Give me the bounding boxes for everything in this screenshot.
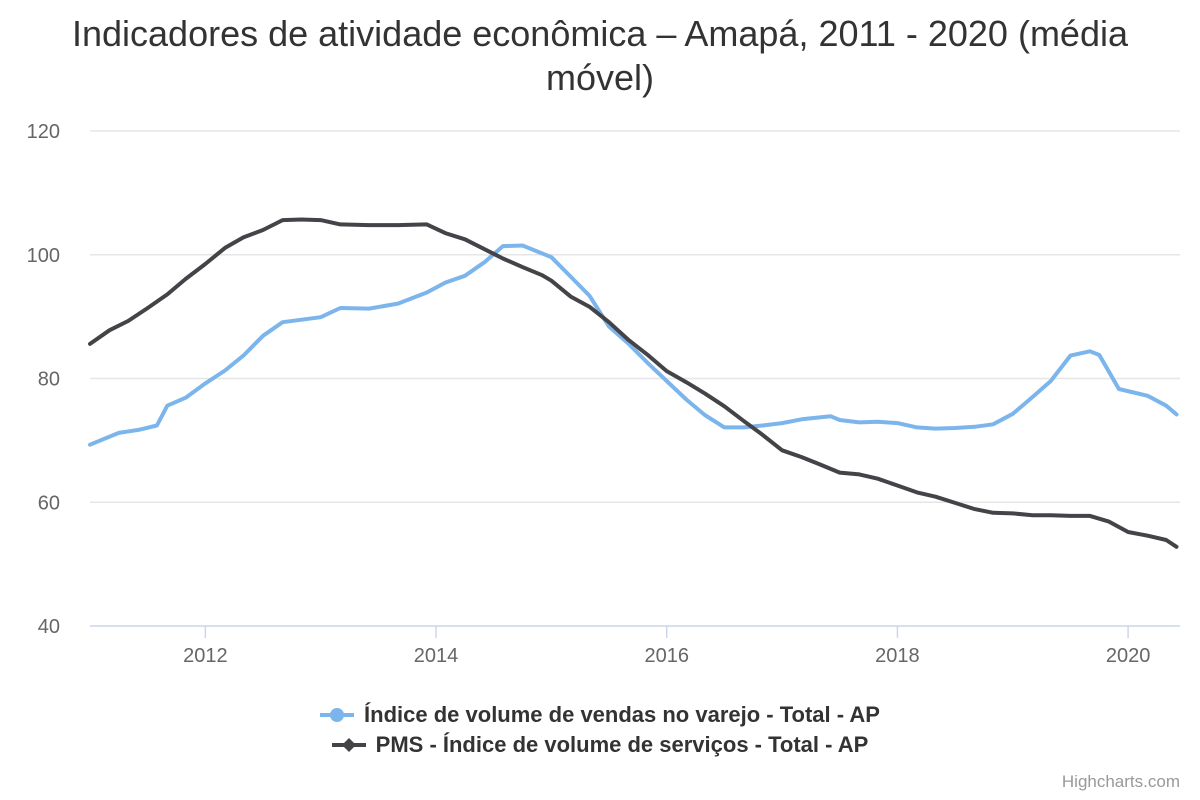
legend-symbol-diamond-icon (331, 738, 366, 752)
legend-item-series-2[interactable]: PMS - Índice de volume de serviços - Tot… (331, 730, 869, 760)
legend: Índice de volume de vendas no varejo - T… (0, 700, 1200, 760)
chart-title: Indicadores de atividade econômica – Ama… (71, 13, 1128, 98)
x-tick-label: 2016 (644, 645, 689, 667)
credits-link[interactable]: Highcharts.com (1061, 772, 1180, 791)
series-lines (88, 217, 1179, 549)
legend-label-series-1: Índice de volume de vendas no varejo - T… (364, 702, 880, 727)
x-tick-label: 2014 (414, 645, 459, 667)
series-line-2[interactable] (88, 217, 1179, 549)
legend-item-series-1[interactable]: Índice de volume de vendas no varejo - T… (320, 700, 880, 730)
x-tick-label: 2018 (875, 645, 920, 667)
y-tick-label: 100 (27, 245, 60, 267)
y-tick-label: 120 (27, 121, 60, 143)
x-tick-label: 2012 (183, 645, 228, 667)
legend-label-series-2: PMS - Índice de volume de serviços - Tot… (375, 732, 869, 757)
y-tick-label: 80 (38, 369, 60, 391)
axes: 40 60 80 100 120 2012 2014 2016 2018 2020 (27, 121, 1180, 667)
y-tick-label: 60 (38, 492, 60, 514)
x-tick-label: 2020 (1106, 645, 1151, 667)
legend-symbol-circle-icon (320, 708, 355, 722)
y-tick-label: 40 (38, 616, 60, 638)
grid-lines (90, 130, 1180, 503)
series-line-1[interactable] (88, 243, 1179, 447)
